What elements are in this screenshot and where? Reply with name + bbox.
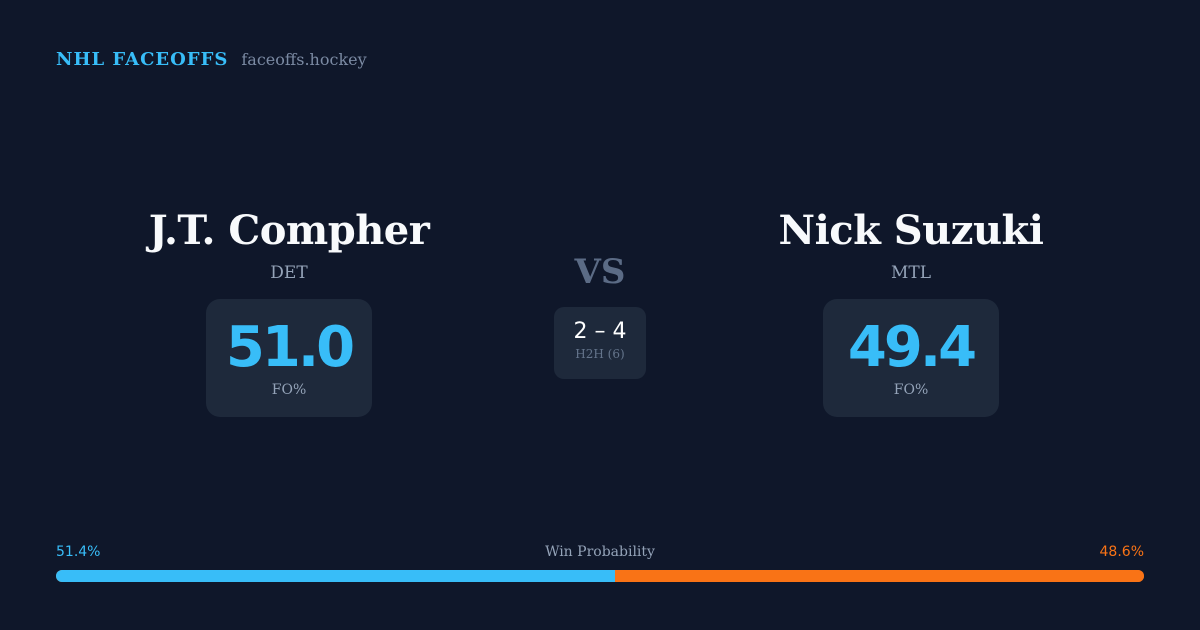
faceoff-label: FO% bbox=[893, 382, 929, 398]
player-left: J.T. Compher DET 51.0 FO% bbox=[89, 205, 489, 417]
player-right: Nick Suzuki MTL 49.4 FO% bbox=[711, 205, 1111, 417]
player-name: J.T. Compher bbox=[148, 207, 430, 254]
player-team: MTL bbox=[890, 263, 932, 283]
player-name: Nick Suzuki bbox=[778, 207, 1044, 254]
win-prob-right: 48.6% bbox=[1099, 544, 1144, 560]
player-team: DET bbox=[270, 263, 308, 283]
vs-label: VS bbox=[574, 252, 626, 292]
faceoff-card: 51.0 FO% bbox=[206, 299, 372, 417]
h2h-card: 2 – 4 H2H (6) bbox=[554, 307, 646, 379]
faceoff-pct: 49.4 bbox=[847, 315, 977, 380]
brand-name: NHL FACEOFFS bbox=[56, 49, 229, 70]
win-prob-bar bbox=[56, 570, 1144, 582]
win-prob-bar-left bbox=[56, 570, 616, 582]
faceoff-label: FO% bbox=[271, 382, 307, 398]
win-prob-title: Win Probability bbox=[545, 544, 655, 560]
faceoff-card: 49.4 FO% bbox=[823, 299, 999, 417]
win-prob-left: 51.4% bbox=[56, 544, 101, 560]
brand-site: faceoffs.hockey bbox=[241, 50, 367, 69]
brand: NHL FACEOFFS faceoffs.hockey bbox=[56, 49, 367, 70]
faceoff-pct: 51.0 bbox=[225, 315, 355, 380]
win-prob-bar-right bbox=[615, 570, 1144, 582]
h2h-label: H2H (6) bbox=[575, 347, 625, 361]
h2h-score: 2 – 4 bbox=[573, 319, 627, 344]
